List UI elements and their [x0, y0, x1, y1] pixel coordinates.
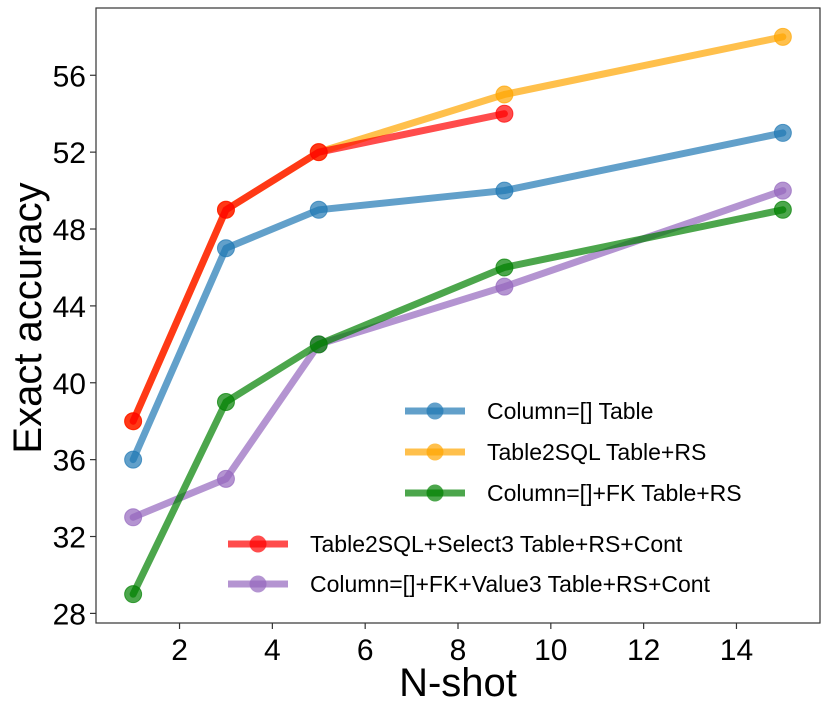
data-point	[216, 200, 235, 219]
x-tick-label: 10	[534, 634, 567, 667]
y-axis-title: Exact accuracy	[6, 182, 50, 453]
series-2	[124, 200, 792, 604]
y-tick-label: 56	[53, 60, 86, 93]
y-tick-label: 48	[53, 214, 86, 247]
x-axis-title: N-shot	[399, 661, 517, 705]
data-point	[495, 258, 514, 277]
y-tick-label: 40	[53, 368, 86, 401]
legend-marker	[426, 484, 444, 502]
x-tick-label: 4	[264, 634, 281, 667]
data-point	[773, 181, 792, 200]
series-3	[124, 104, 514, 431]
x-tick-label: 8	[450, 634, 467, 667]
legend-label: Table2SQL+Select3 Table+RS+Cont	[310, 531, 683, 557]
x-tick-label: 12	[627, 634, 660, 667]
data-point	[216, 392, 235, 411]
legend-item: Column=[]+FK+Value3 Table+RS+Cont	[228, 571, 711, 597]
y-tick-label: 44	[53, 291, 86, 324]
x-tick-label: 2	[171, 634, 188, 667]
data-point	[309, 200, 328, 219]
data-point	[495, 104, 514, 123]
legend-item: Table2SQL Table+RS	[405, 439, 706, 465]
data-point	[124, 450, 143, 469]
legend-marker	[426, 402, 444, 420]
data-point	[773, 123, 792, 142]
series-0	[124, 123, 792, 469]
data-point	[495, 85, 514, 104]
legend-label: Table2SQL Table+RS	[487, 439, 706, 465]
legend-item: Column=[]+FK Table+RS	[405, 480, 742, 506]
data-point	[216, 239, 235, 258]
legend: Column=[] Table Table2SQL Table+RS Column=…	[228, 398, 742, 597]
data-point	[309, 335, 328, 354]
y-tick-label: 52	[53, 137, 86, 170]
legend-marker	[426, 443, 444, 461]
data-point	[124, 508, 143, 527]
series-line	[129, 187, 787, 521]
legend-label: Column=[] Table	[487, 398, 653, 424]
legend-label: Column=[]+FK Table+RS	[487, 480, 742, 506]
series-4	[124, 181, 792, 527]
data-point	[495, 181, 514, 200]
data-point	[124, 412, 143, 431]
data-point	[773, 200, 792, 219]
series-line	[129, 110, 508, 425]
data-point	[495, 277, 514, 296]
legend-marker	[249, 575, 267, 593]
y-tick-label: 28	[53, 598, 86, 631]
legend-marker	[249, 535, 267, 553]
x-tick-label: 14	[720, 634, 753, 667]
legend-label: Column=[]+FK+Value3 Table+RS+Cont	[310, 571, 711, 597]
data-point	[309, 143, 328, 162]
data-point	[773, 27, 792, 46]
legend-item: Column=[] Table	[405, 398, 653, 424]
legend-item: Table2SQL+Select3 Table+RS+Cont	[228, 531, 683, 557]
data-point	[124, 585, 143, 604]
x-tick-label: 6	[357, 634, 374, 667]
y-tick-label: 36	[53, 445, 86, 478]
y-tick-label: 32	[53, 522, 86, 555]
data-point	[216, 469, 235, 488]
